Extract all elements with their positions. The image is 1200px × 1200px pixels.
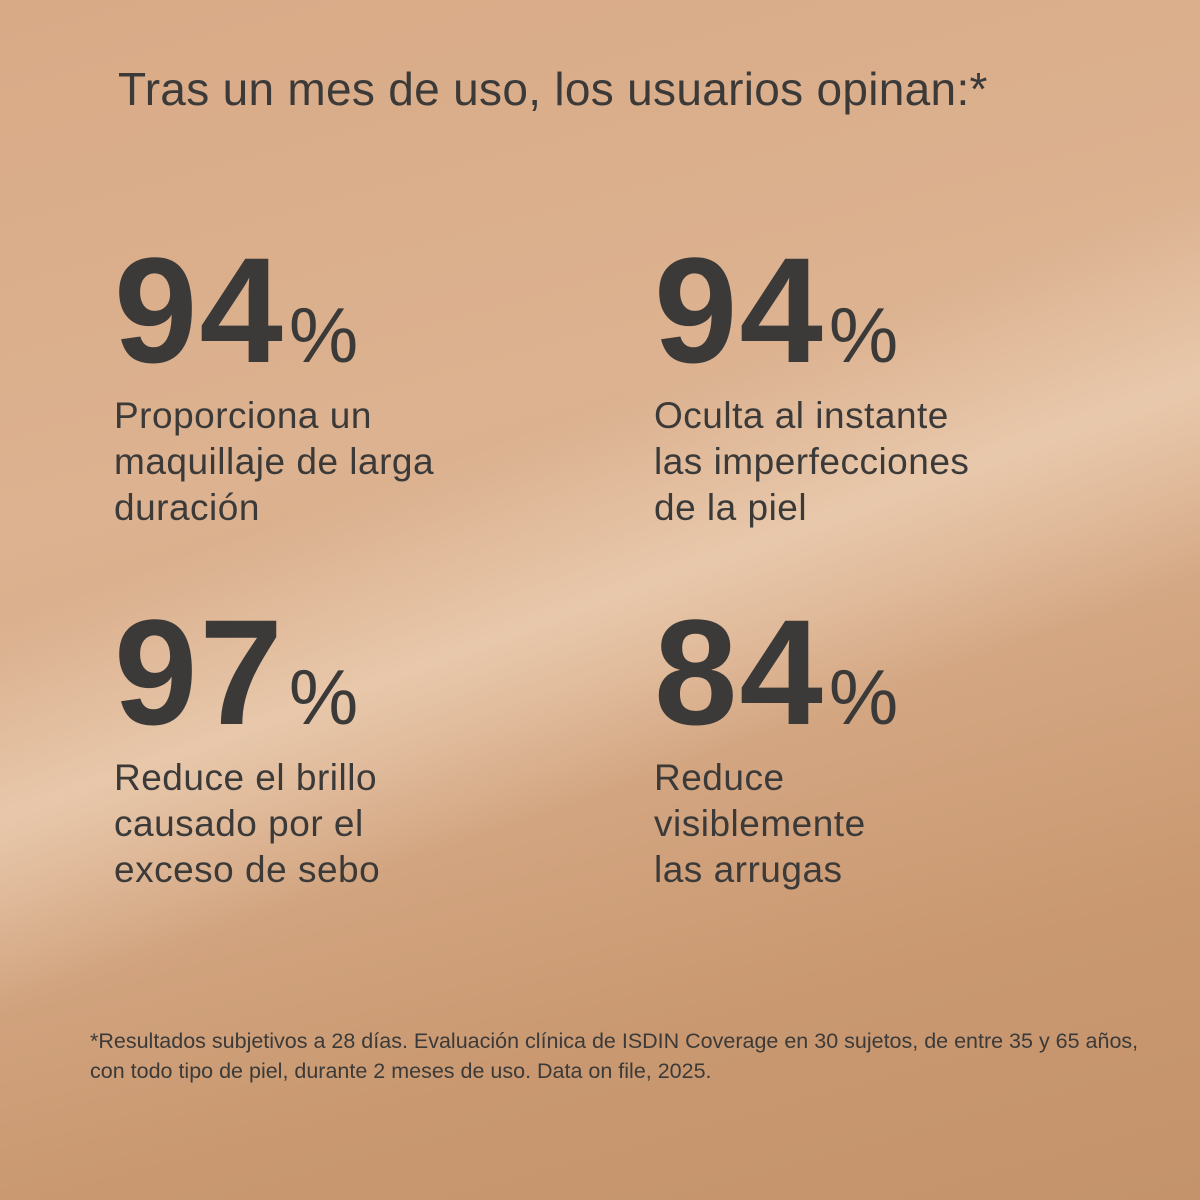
stat-value: 84% [654,597,1134,747]
stat-reduces-shine: 97% Reduce el brillo causado por el exce… [114,597,594,893]
stat-conceals-imperfections: 94% Oculta al instante las imperfeccione… [654,235,1134,531]
stat-description: Reduce el brillo causado por el exceso d… [114,757,381,890]
stat-unit: % [288,653,361,741]
stat-value: 97% [114,597,594,747]
stat-reduces-wrinkles: 84% Reduce visiblemente las arrugas [654,597,1134,893]
stat-value: 94% [114,235,594,385]
stat-unit: % [828,653,901,741]
stat-unit: % [288,291,361,379]
footnote: *Resultados subjetivos a 28 días. Evalua… [90,1029,1139,1083]
stat-description: Proporciona un maquillaje de larga durac… [114,395,435,528]
stat-number: 97 [114,588,285,756]
stat-number: 84 [654,588,825,756]
stat-number: 94 [654,226,825,394]
stat-long-lasting: 94% Proporciona un maquillaje de larga d… [114,235,594,531]
stat-description: Oculta al instante las imperfecciones de… [654,395,970,528]
stat-number: 94 [114,226,285,394]
stat-value: 94% [654,235,1134,385]
stat-unit: % [828,291,901,379]
headline: Tras un mes de uso, los usuarios opinan:… [118,63,988,115]
stat-description: Reduce visiblemente las arrugas [654,757,866,890]
